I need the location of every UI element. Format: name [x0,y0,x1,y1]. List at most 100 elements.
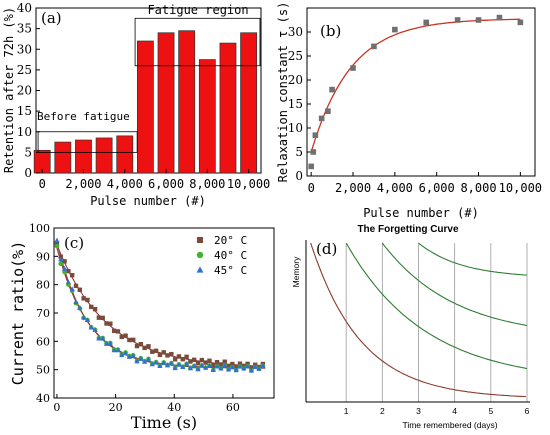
data-point [89,304,94,310]
data-point [233,364,239,370]
data-point [195,361,201,366]
data-point [88,324,94,330]
data-point [187,365,193,371]
x-tick-label: 4,000 [377,181,413,195]
data-point [180,357,185,362]
x-tick-label: 2 [380,406,385,416]
x-tick-label: 10,000 [499,181,542,195]
data-point [150,349,155,354]
y-tick-label: 25 [288,49,303,63]
panel-a-xlabel: Pulse number (#) [90,194,206,208]
data-point [122,350,129,356]
data-point [183,361,190,367]
data-point [66,268,71,274]
y-tick-label: 10 [17,125,32,139]
data-point [218,365,224,371]
legend-label: 40° C [214,249,247,262]
data-point [61,265,68,271]
annotation-fatigue-region: Fatigue region [147,3,248,17]
data-point [111,347,117,353]
data-point [475,17,482,23]
panel-a-ylabel: Retention after 72h (%) [2,7,16,173]
data-point [58,256,64,262]
x-tick-label: 8,000 [460,181,496,195]
y-tick-label: 25 [17,63,32,77]
y-tick-label: 60 [36,335,50,348]
data-point [146,344,151,349]
data-point [218,362,224,367]
panel-d-title: The Forgetting Curve [357,224,459,235]
bar-4000 [116,135,134,174]
data-point [237,363,243,369]
data-point [256,366,262,371]
data-point [85,297,90,303]
data-point [318,115,325,122]
data-point [210,367,216,373]
x-tick-label: 1 [344,406,349,416]
y-tick-label: 15 [17,104,32,118]
x-tick-label: 3 [416,406,421,416]
data-point [153,359,159,365]
panel-c: 0 20 40 60 40 50 60 70 80 90 100 20° C 40° C 45° C (… [9,222,275,432]
data-point [62,259,67,264]
data-point [126,354,132,359]
data-point [81,296,86,301]
data-point [134,358,140,364]
data-point [245,363,251,369]
data-point [62,269,67,275]
x-tick-label: 4 [452,406,457,416]
x-tick-label: 2,000 [335,181,371,195]
data-point [73,299,79,305]
data-point [191,363,197,369]
data-point [104,321,109,326]
data-point [207,358,212,363]
data-point [329,86,335,93]
data-point [199,362,205,368]
data-point [454,17,461,23]
bar-10000 [240,32,258,174]
data-point [100,315,105,321]
data-point [496,14,503,21]
data-point [81,314,87,320]
data-point [84,317,91,323]
panel-d-ylabel: Memory [291,256,301,287]
x-tick-label: 60 [226,401,240,414]
data-point [172,365,178,371]
x-tick-label: 6,000 [419,181,455,195]
legend-marker [196,251,204,259]
panel-b-ylabel: Relaxation constant τ (s) [276,2,290,183]
data-point [192,357,197,363]
data-point [157,352,163,358]
data-point [237,361,243,366]
fatigue-region-box [134,17,261,67]
data-point [142,345,147,351]
data-point [350,65,356,71]
bar-5000 [137,40,154,174]
forgetting-curve-review-1 [345,242,528,370]
data-point [134,343,140,349]
data-point [230,361,235,367]
y-tick-label: 20 [17,84,32,98]
data-point [123,333,128,338]
x-tick-label: 8,000 [189,177,225,191]
data-point [69,273,75,278]
x-tick-label: 20 [109,401,123,414]
data-point [92,327,98,332]
panel-b: 0 2,000 4,000 6,000 8,000 10,000051015202530 … [276,2,542,220]
data-point [203,365,209,370]
data-point [69,286,75,292]
y-tick-label: 5 [24,145,32,159]
y-tick-label: 0 [295,169,303,183]
data-point [111,328,117,334]
data-point [233,367,239,373]
data-point [77,304,83,310]
data-point [214,363,220,369]
x-tick-label: 10,000 [227,177,270,191]
data-point [145,356,152,362]
data-point [222,359,227,364]
data-point [164,362,171,368]
annotation-before-fatigue: Before fatigue [37,110,130,123]
y-tick-label: 40 [17,1,32,15]
data-point [65,279,71,285]
